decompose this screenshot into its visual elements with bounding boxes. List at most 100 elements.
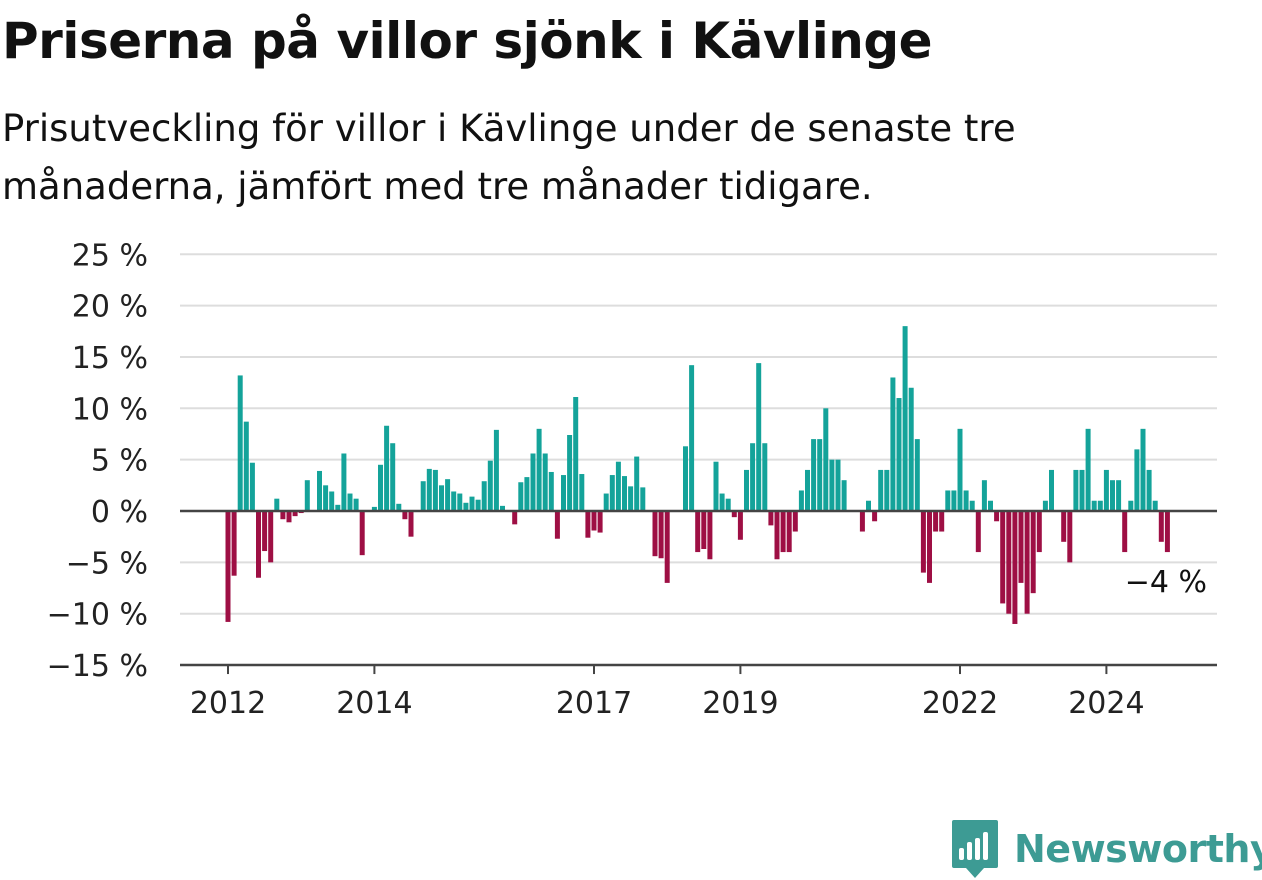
bar (994, 511, 1000, 522)
bar (390, 443, 396, 511)
bar (432, 469, 438, 511)
bar (1067, 511, 1073, 563)
bar (554, 511, 560, 539)
bar (798, 490, 804, 511)
bar (371, 506, 377, 511)
bar (1036, 511, 1042, 553)
bar (500, 505, 505, 511)
bar (872, 511, 878, 522)
bar (469, 496, 475, 511)
bar (823, 408, 829, 511)
bar (274, 498, 280, 511)
bar (1116, 480, 1122, 511)
bar (237, 375, 243, 511)
bar (585, 511, 591, 538)
bar (902, 326, 908, 511)
bar (896, 398, 902, 511)
bar (658, 511, 664, 559)
bar (493, 429, 499, 511)
y-tick-label: 15 % (72, 341, 148, 376)
bar (518, 482, 524, 511)
x-tick-label: 2014 (336, 686, 412, 721)
bar (463, 502, 469, 511)
bar (1049, 469, 1054, 511)
bar (890, 377, 896, 511)
bar (579, 474, 585, 511)
bar (914, 439, 920, 511)
bar (780, 511, 786, 553)
x-tick-label: 2019 (702, 686, 778, 721)
brand-logo: Newsworthy (950, 818, 1262, 880)
bar (701, 511, 707, 549)
y-tick-label: −10 % (47, 598, 148, 633)
bar (304, 480, 310, 511)
bar (256, 511, 261, 578)
bar (908, 387, 914, 511)
bar (1122, 511, 1128, 553)
bar (542, 453, 548, 511)
bar (286, 511, 292, 523)
bar (792, 511, 798, 532)
bar (1103, 469, 1109, 511)
bar (481, 481, 487, 511)
bar (1134, 449, 1140, 511)
bar (347, 493, 353, 511)
bar (609, 475, 615, 511)
bar (1158, 511, 1164, 542)
bar (756, 363, 762, 511)
bar (774, 511, 780, 560)
bar (268, 511, 274, 563)
y-tick-label: −5 % (66, 546, 148, 581)
bar (750, 443, 756, 511)
bar (805, 469, 810, 511)
x-tick-label: 2017 (556, 686, 632, 721)
bar (524, 477, 530, 511)
bar (975, 511, 981, 553)
bar (384, 425, 390, 511)
bar (530, 453, 536, 511)
bar (957, 428, 963, 511)
bar (640, 487, 646, 511)
bar (731, 511, 737, 518)
bar (402, 511, 408, 520)
bar (744, 469, 749, 511)
bar (426, 468, 432, 511)
bar (866, 500, 871, 511)
bar (981, 480, 987, 511)
bar (689, 365, 695, 511)
bar (1091, 500, 1097, 511)
y-tick-label: −15 % (47, 649, 148, 684)
bar (622, 476, 627, 511)
bar (963, 490, 969, 511)
bar (859, 511, 865, 532)
bar (1128, 500, 1134, 511)
x-tick-label: 2024 (1068, 686, 1144, 721)
bar (1085, 428, 1091, 511)
bar (1079, 469, 1085, 511)
y-tick-label: 20 % (72, 290, 148, 325)
bar (323, 485, 329, 511)
bar (353, 498, 359, 511)
bar (280, 511, 286, 520)
bar (652, 511, 658, 557)
bar (945, 490, 951, 511)
x-tick-label: 2012 (190, 686, 266, 721)
bar (439, 485, 444, 511)
bar (451, 491, 457, 511)
bar (933, 511, 939, 532)
bar (841, 480, 847, 511)
bar (487, 460, 493, 511)
bar (683, 446, 688, 511)
bar (615, 461, 621, 511)
bar (725, 498, 731, 511)
bar (951, 490, 957, 511)
bar (1012, 511, 1018, 624)
bar (249, 462, 255, 511)
y-tick-label: 25 % (72, 238, 148, 273)
y-tick-label: 5 % (91, 444, 148, 479)
bar (920, 511, 926, 573)
bar (457, 493, 463, 511)
brand-name: Newsworthy (1014, 827, 1262, 871)
bar (1000, 511, 1006, 604)
bar (719, 493, 725, 511)
